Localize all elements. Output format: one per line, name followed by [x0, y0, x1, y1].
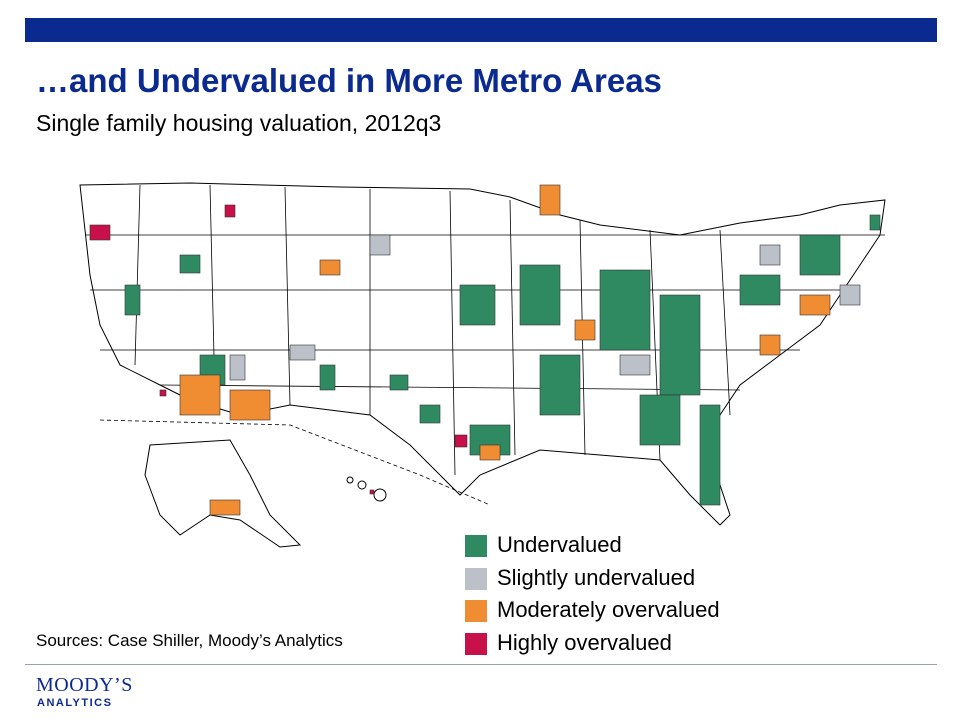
metro-area [419, 404, 441, 424]
us-metro-valuation-map [79, 182, 886, 548]
metro-area [89, 224, 111, 241]
legend-label: Undervalued [497, 532, 622, 557]
metro-area [289, 344, 316, 361]
metro-area [869, 214, 881, 231]
metro-area [519, 264, 561, 326]
page-subtitle: Single family housing valuation, 2012q3 [36, 110, 442, 136]
square-swatch-icon [465, 633, 487, 655]
metro-area [539, 354, 581, 416]
page-title: …and Undervalued in More Metro Areas [36, 62, 662, 99]
metro-area [759, 334, 781, 356]
metro-area [124, 284, 141, 316]
metro-slightly-undervalued [229, 234, 861, 381]
metro-area [229, 389, 271, 421]
metro-highly-overvalued [89, 204, 468, 495]
metro-area [159, 389, 167, 397]
square-swatch-icon [465, 568, 487, 590]
inset-divider [99, 419, 491, 506]
metro-area [699, 404, 721, 506]
metro-area [739, 274, 781, 306]
metro-area [839, 284, 861, 306]
hawaii-islands [346, 476, 387, 502]
metro-area [454, 434, 468, 448]
metro-undervalued [124, 214, 881, 506]
metro-area [799, 294, 831, 316]
metro-area [179, 374, 221, 416]
metro-area [659, 294, 701, 396]
metro-area [224, 204, 236, 218]
sources-note: Sources: Case Shiller, Moody’s Analytics [36, 631, 343, 650]
logo-line-1: MOODY’S [36, 674, 133, 696]
legend-label: Slightly undervalued [497, 565, 696, 590]
metro-area [479, 444, 501, 461]
metro-area [619, 354, 651, 376]
top-accent-bar [25, 18, 937, 42]
metro-area [209, 499, 241, 516]
metro-area [574, 319, 596, 341]
metro-area [389, 374, 409, 391]
footer-divider [25, 664, 937, 665]
moodys-analytics-logo: MOODY’S ANALYTICS [36, 674, 156, 712]
metro-area [179, 254, 201, 274]
legend-label: Moderately overvalued [497, 597, 720, 622]
legend-label: Highly overvalued [497, 630, 672, 655]
metro-area [369, 234, 391, 256]
logo-line-2: ANALYTICS [37, 697, 113, 709]
metro-area [319, 364, 336, 391]
metro-area [599, 269, 651, 351]
metro-area [639, 394, 681, 446]
square-swatch-icon [465, 600, 487, 622]
metro-area [229, 354, 246, 381]
metro-moderately-overvalued [179, 184, 831, 516]
metro-area [539, 184, 561, 216]
metro-area [759, 244, 781, 266]
square-swatch-icon [465, 535, 487, 557]
metro-area [319, 259, 341, 276]
metro-area [459, 284, 496, 326]
alaska-outline [144, 439, 302, 548]
metro-area [799, 234, 841, 276]
metro-area [369, 489, 375, 495]
